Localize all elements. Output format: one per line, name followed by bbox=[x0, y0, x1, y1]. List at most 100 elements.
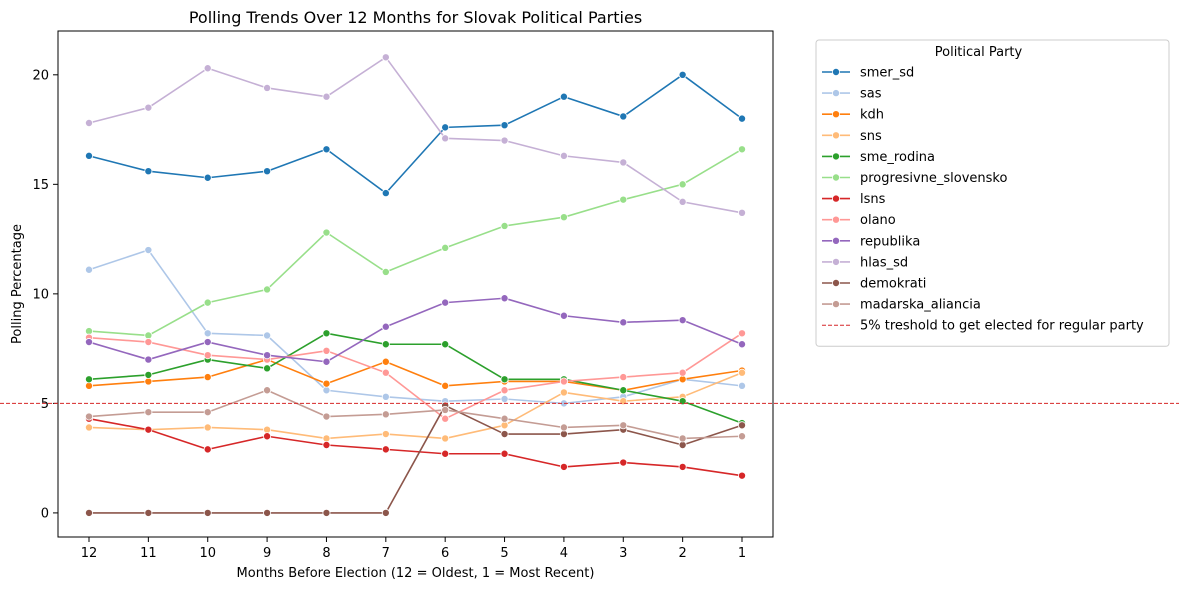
data-point-sns bbox=[322, 434, 331, 443]
data-point-olano bbox=[559, 377, 568, 386]
data-point-smer_sd bbox=[738, 114, 747, 123]
data-point-sas bbox=[381, 392, 390, 401]
series-line-progresivne_slovensko bbox=[88, 148, 743, 337]
legend-label: demokrati bbox=[860, 277, 926, 292]
legend-swatch-marker bbox=[832, 215, 841, 224]
x-tick-label: 10 bbox=[199, 546, 216, 561]
y-axis-label: Polling Percentage bbox=[10, 224, 25, 344]
data-point-progresivne_slovensko bbox=[203, 298, 212, 307]
legend-label: progresivne_slovensko bbox=[860, 171, 1007, 186]
data-point-republika bbox=[203, 338, 212, 347]
data-point-olano bbox=[500, 386, 509, 395]
x-tick-label: 1 bbox=[738, 546, 746, 561]
data-point-demokrati bbox=[738, 421, 747, 430]
plot-area: 0 5 10 15 20 12 11 10 9 8 7 6 5 4 3 2 1 bbox=[0, 30, 1179, 561]
legend-swatch-marker bbox=[832, 152, 841, 161]
x-axis-label: Months Before Election (12 = Oldest, 1 =… bbox=[237, 566, 595, 581]
series-line-hlas_sd bbox=[88, 56, 743, 214]
data-point-demokrati bbox=[500, 430, 509, 439]
data-point-lsns bbox=[322, 440, 331, 449]
data-point-hlas_sd bbox=[144, 103, 153, 112]
chart-title: Polling Trends Over 12 Months for Slovak… bbox=[189, 8, 642, 27]
data-point-madarska_aliancia bbox=[441, 405, 450, 414]
data-point-progresivne_slovensko bbox=[85, 327, 94, 336]
legend-swatch-marker bbox=[832, 194, 841, 203]
data-point-progresivne_slovensko bbox=[381, 267, 390, 276]
data-point-sns bbox=[263, 425, 272, 434]
data-point-hlas_sd bbox=[500, 136, 509, 145]
data-point-sme_rodina bbox=[85, 375, 94, 384]
data-point-olano bbox=[441, 414, 450, 423]
x-tick-label: 2 bbox=[678, 546, 686, 561]
data-point-progresivne_slovensko bbox=[559, 213, 568, 222]
data-point-sas bbox=[500, 394, 509, 403]
legend-label: kdh bbox=[860, 108, 884, 123]
data-point-sns bbox=[85, 423, 94, 432]
data-point-progresivne_slovensko bbox=[738, 145, 747, 154]
y-tick-label: 0 bbox=[41, 506, 49, 521]
legend-item: sas bbox=[822, 87, 882, 102]
data-point-smer_sd bbox=[619, 112, 628, 121]
legend-swatch-marker bbox=[832, 300, 841, 309]
data-point-olano bbox=[203, 351, 212, 360]
y-tick-label: 10 bbox=[32, 287, 49, 302]
data-point-demokrati bbox=[203, 508, 212, 517]
series-madarska_aliancia bbox=[85, 386, 747, 443]
data-point-smer_sd bbox=[441, 123, 450, 132]
data-point-hlas_sd bbox=[619, 158, 628, 167]
data-point-progresivne_slovensko bbox=[500, 221, 509, 230]
series-line-smer_sd bbox=[88, 74, 743, 194]
data-point-sme_rodina bbox=[441, 340, 450, 349]
data-point-hlas_sd bbox=[559, 151, 568, 160]
series-republika bbox=[85, 294, 747, 366]
data-point-madarska_aliancia bbox=[500, 414, 509, 423]
x-tick-label: 8 bbox=[322, 546, 330, 561]
legend-item: smer_sd bbox=[822, 66, 914, 81]
data-point-progresivne_slovensko bbox=[619, 195, 628, 204]
data-point-lsns bbox=[738, 471, 747, 480]
plot-frame bbox=[57, 30, 774, 538]
data-point-republika bbox=[322, 357, 331, 366]
data-point-republika bbox=[144, 355, 153, 364]
data-point-lsns bbox=[144, 425, 153, 434]
series-line-madarska_aliancia bbox=[88, 389, 743, 440]
data-point-olano bbox=[322, 346, 331, 355]
legend-item: olano bbox=[822, 213, 896, 228]
legend-item: sme_rodina bbox=[822, 150, 935, 165]
legend-item: 5% treshold to get elected for regular p… bbox=[822, 319, 1144, 334]
y-tick-label: 20 bbox=[32, 68, 49, 83]
data-point-progresivne_slovensko bbox=[322, 228, 331, 237]
data-point-kdh bbox=[322, 379, 331, 388]
data-point-hlas_sd bbox=[322, 92, 331, 101]
data-point-lsns bbox=[263, 432, 272, 441]
data-point-demokrati bbox=[678, 440, 687, 449]
x-tick-label: 11 bbox=[140, 546, 157, 561]
x-tick-label: 5 bbox=[500, 546, 508, 561]
data-point-demokrati bbox=[559, 430, 568, 439]
legend-label: madarska_aliancia bbox=[860, 298, 981, 313]
x-tick-label: 3 bbox=[619, 546, 627, 561]
legend-label: sns bbox=[860, 129, 882, 144]
data-point-sns bbox=[738, 368, 747, 377]
series-line-demokrati bbox=[89, 404, 743, 514]
data-point-sas bbox=[738, 381, 747, 390]
legend-swatch-marker bbox=[832, 68, 841, 77]
data-point-sme_rodina bbox=[263, 364, 272, 373]
data-point-republika bbox=[559, 311, 568, 320]
data-point-smer_sd bbox=[85, 151, 94, 160]
data-point-lsns bbox=[500, 449, 509, 458]
data-point-demokrati bbox=[263, 508, 272, 517]
data-point-sns bbox=[559, 388, 568, 397]
legend-label: lsns bbox=[860, 192, 886, 207]
legend-label: olano bbox=[860, 213, 896, 228]
data-point-sns bbox=[203, 423, 212, 432]
data-point-republika bbox=[85, 338, 94, 347]
legend-item: madarska_aliancia bbox=[822, 298, 981, 313]
data-point-madarska_aliancia bbox=[738, 432, 747, 441]
data-point-madarska_aliancia bbox=[678, 434, 687, 443]
data-point-progresivne_slovensko bbox=[263, 285, 272, 294]
y-tick-label: 5 bbox=[41, 397, 49, 412]
data-point-olano bbox=[619, 373, 628, 382]
data-point-sas bbox=[85, 265, 94, 274]
